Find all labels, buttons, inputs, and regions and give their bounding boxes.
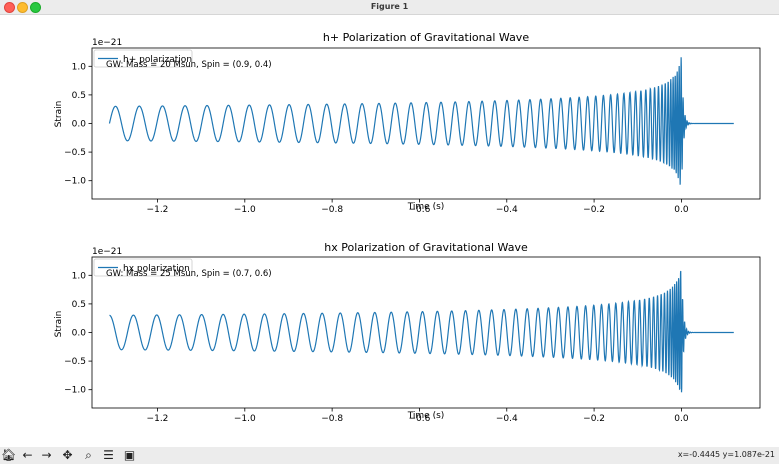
x-tick-label: −0.2 bbox=[583, 205, 605, 215]
y-axis-label: Strain bbox=[54, 101, 64, 128]
home-icon[interactable]: 🏠︎ bbox=[1, 448, 17, 462]
series-line-hcross bbox=[109, 270, 734, 393]
chart-title: hx Polarization of Gravitational Wave bbox=[324, 241, 528, 254]
window-title: Figure 1 bbox=[370, 2, 409, 11]
legend-entry: hx polarization bbox=[123, 264, 190, 274]
legend-box bbox=[93, 49, 193, 68]
save-icon[interactable]: ▣ bbox=[123, 448, 136, 462]
x-tick-label: −0.4 bbox=[496, 414, 518, 424]
x-tick-label: −0.2 bbox=[583, 414, 605, 424]
x-tick-label: 0.0 bbox=[674, 205, 689, 215]
y-tick-label: 0.5 bbox=[72, 300, 86, 310]
y-tick-label: −1.0 bbox=[64, 177, 86, 187]
chart-title: h+ Polarization of Gravitational Wave bbox=[323, 31, 529, 44]
x-tick-label: −1.0 bbox=[234, 205, 256, 215]
figure-canvas[interactable]: h+ Polarization of Gravitational Wave 1e… bbox=[0, 15, 779, 447]
x-tick-label: −0.8 bbox=[321, 414, 343, 424]
y-tick-label: 0.0 bbox=[72, 120, 87, 130]
x-tick-label: −0.6 bbox=[409, 205, 431, 215]
y-tick-label: −1.0 bbox=[64, 386, 86, 396]
annotation-text: GW: Mass = 20 Msun, Spin = (0.9, 0.4) bbox=[106, 60, 272, 70]
x-tick-label: −1.2 bbox=[147, 205, 169, 215]
x-tick-label: −0.4 bbox=[496, 205, 518, 215]
y-axis-label: Strain bbox=[54, 311, 64, 338]
series-line-hplus bbox=[108, 57, 734, 185]
minimize-window-button[interactable] bbox=[17, 2, 28, 13]
window-titlebar: Figure 1 bbox=[0, 0, 779, 15]
x-tick-label: 0.0 bbox=[674, 414, 689, 424]
y-tick-label: 1.0 bbox=[72, 62, 87, 72]
close-window-button[interactable] bbox=[4, 2, 15, 13]
y-tick-label: −0.5 bbox=[64, 357, 86, 367]
subplot-hcross: hx Polarization of Gravitational Wave 1e… bbox=[54, 241, 761, 424]
x-axis-label: Time (s) bbox=[407, 202, 445, 212]
y-offset-label: 1e−21 bbox=[92, 247, 122, 257]
legend-box bbox=[93, 258, 193, 277]
coordinate-readout: x=-0.4445 y=1.087e-21 bbox=[677, 450, 775, 459]
back-icon[interactable]: ← bbox=[22, 448, 33, 462]
x-tick-label: −0.8 bbox=[321, 205, 343, 215]
configure-icon[interactable]: ☰ bbox=[103, 448, 114, 462]
forward-icon[interactable]: → bbox=[41, 448, 52, 462]
x-tick-label: −1.2 bbox=[147, 414, 169, 424]
subplot-hplus: h+ Polarization of Gravitational Wave 1e… bbox=[54, 31, 761, 215]
zoom-icon[interactable]: ⌕ bbox=[85, 448, 92, 462]
legend: hx polarization bbox=[93, 258, 193, 277]
x-tick-label: −1.0 bbox=[234, 414, 256, 424]
y-offset-label: 1e−21 bbox=[92, 38, 122, 48]
legend-entry: h+ polarization bbox=[123, 55, 192, 65]
maximize-window-button[interactable] bbox=[30, 2, 41, 13]
y-tick-label: −0.5 bbox=[64, 148, 86, 158]
x-tick-label: −0.6 bbox=[409, 414, 431, 424]
y-tick-label: 0.5 bbox=[72, 91, 86, 101]
pan-icon[interactable]: ✥ bbox=[62, 448, 73, 462]
navigation-toolbar: 🏠︎ ← → ✥ ⌕ ☰ ▣ x=-0.4445 y=1.087e-21 bbox=[0, 447, 779, 464]
x-axis-label: Time (s) bbox=[407, 411, 445, 421]
y-tick-label: 0.0 bbox=[72, 329, 87, 339]
y-tick-label: 1.0 bbox=[72, 271, 87, 281]
legend: h+ polarization bbox=[93, 49, 193, 68]
annotation-text: GW: Mass = 25 Msun, Spin = (0.7, 0.6) bbox=[106, 269, 272, 279]
